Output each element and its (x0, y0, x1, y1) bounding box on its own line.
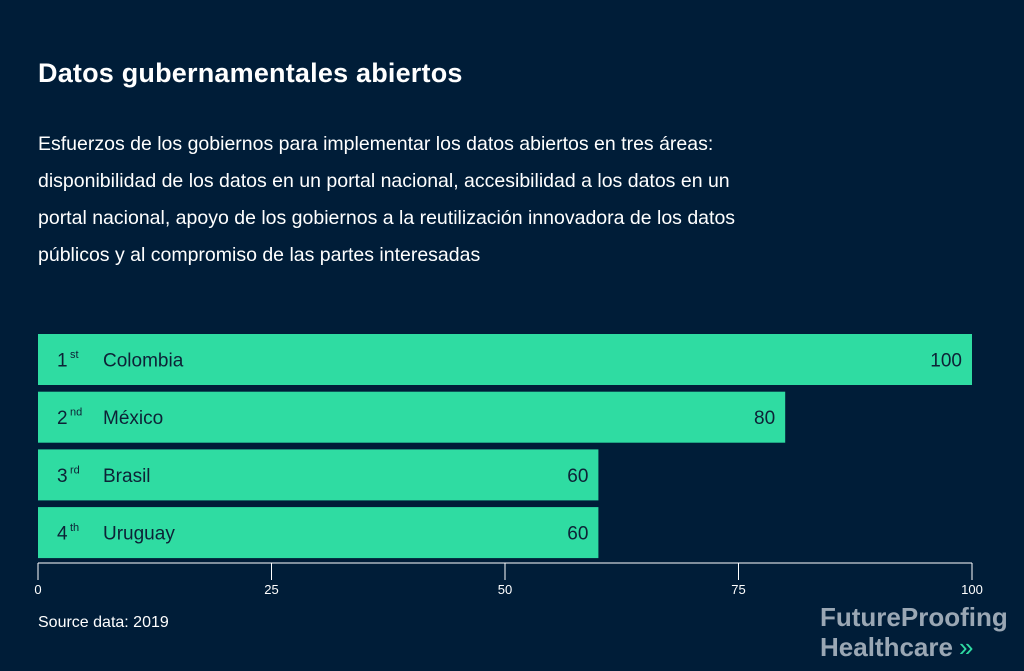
x-tick-label: 75 (731, 582, 745, 597)
brand-line-2: Healthcare» (820, 632, 974, 662)
rank-suffix: st (70, 349, 79, 361)
brand-logo: FutureProofing Healthcare» (820, 602, 1008, 662)
rank-label: 1 (57, 351, 68, 372)
rank-label: 4 (57, 524, 68, 545)
x-tick-label: 50 (498, 582, 512, 597)
rank-suffix: th (70, 522, 79, 534)
data-label: 60 (567, 466, 588, 487)
source-note: Source data: 2019 (38, 614, 169, 631)
chart-title: Datos gubernamentales abiertos (38, 58, 463, 88)
rank-suffix: nd (70, 407, 82, 419)
category-label: Uruguay (103, 524, 175, 545)
rank-suffix: rd (70, 464, 80, 476)
x-tick-label: 100 (961, 582, 983, 597)
data-label: 60 (567, 524, 588, 545)
category-label: México (103, 408, 163, 429)
rank-label: 3 (57, 466, 68, 487)
bar (38, 391, 786, 443)
data-label: 100 (930, 351, 962, 372)
chart-subtitle: Esfuerzos de los gobiernos para implemen… (38, 133, 736, 266)
rank-label: 2 (57, 408, 68, 429)
x-tick-label: 25 (264, 582, 278, 597)
data-label: 80 (754, 408, 775, 429)
bar (38, 507, 599, 559)
chevron-icon: » (958, 632, 974, 662)
x-tick-label: 0 (34, 582, 41, 597)
category-label: Brasil (103, 466, 151, 487)
brand-line-1: FutureProofing (820, 602, 1008, 632)
category-label: Colombia (103, 351, 184, 372)
bar (38, 334, 972, 385)
bar (38, 449, 599, 501)
